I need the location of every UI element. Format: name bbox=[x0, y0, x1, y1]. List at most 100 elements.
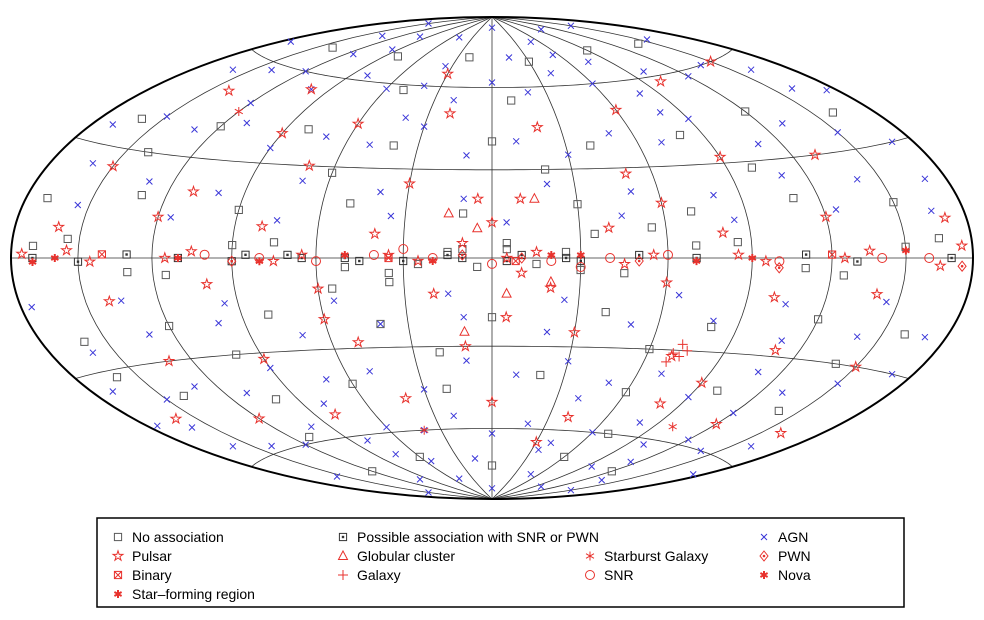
point-pulsar bbox=[808, 148, 822, 161]
point-agn bbox=[778, 389, 786, 396]
point-pulsar bbox=[275, 126, 289, 139]
point-none bbox=[43, 194, 52, 203]
point-agn bbox=[427, 457, 435, 465]
point-agn bbox=[488, 24, 496, 32]
point-agn bbox=[640, 68, 647, 75]
point-pulsar bbox=[200, 277, 214, 290]
point-pulsar bbox=[653, 396, 667, 410]
point-pulsar bbox=[368, 227, 382, 240]
point-sfr bbox=[748, 254, 757, 262]
point-none bbox=[399, 85, 408, 95]
point-agn bbox=[685, 115, 692, 123]
point-pulsar bbox=[441, 67, 455, 80]
point-none bbox=[305, 432, 314, 442]
point-none bbox=[934, 234, 944, 243]
point-none bbox=[304, 125, 313, 134]
point-pulsar bbox=[716, 225, 730, 239]
point-agn bbox=[229, 442, 237, 450]
point-glc bbox=[443, 207, 455, 218]
point-pulsar bbox=[443, 106, 457, 120]
point-galaxy bbox=[682, 345, 693, 356]
point-pulsar bbox=[654, 196, 668, 209]
legend-label-nova: Nova bbox=[778, 567, 811, 583]
point-pulsar bbox=[767, 290, 781, 303]
legend-label-sbg: Starburst Galaxy bbox=[604, 548, 708, 564]
point-binary bbox=[384, 253, 393, 263]
point-agn bbox=[589, 429, 596, 436]
point-agn bbox=[834, 129, 842, 136]
point-pulsar bbox=[647, 248, 661, 261]
point-agn bbox=[463, 357, 470, 364]
point-pulsar bbox=[187, 184, 200, 198]
point-none bbox=[144, 148, 153, 157]
point-none bbox=[232, 350, 241, 359]
point-pulsar bbox=[499, 310, 513, 323]
point-agn bbox=[330, 297, 338, 305]
point-none bbox=[346, 199, 355, 208]
point-agn bbox=[564, 151, 572, 159]
point-pulsar bbox=[609, 103, 623, 116]
point-agn bbox=[266, 364, 274, 372]
point-agn bbox=[921, 333, 929, 341]
point-pulsar bbox=[933, 259, 947, 272]
point-sbg bbox=[419, 425, 429, 435]
point-pulsar bbox=[849, 360, 863, 373]
legend-label-none: No association bbox=[132, 529, 224, 545]
point-pulsar bbox=[471, 192, 485, 205]
point-snrpwn bbox=[853, 257, 862, 266]
point-none bbox=[487, 461, 497, 470]
point-galaxy bbox=[668, 348, 679, 359]
point-agn bbox=[527, 470, 535, 478]
point-none bbox=[590, 229, 599, 238]
point-agn bbox=[729, 409, 737, 417]
point-snr bbox=[663, 249, 673, 260]
legend-marker-none bbox=[113, 532, 123, 542]
point-agn bbox=[450, 96, 458, 104]
point-agn bbox=[420, 386, 428, 393]
point-none bbox=[137, 191, 146, 200]
point-none bbox=[165, 321, 174, 331]
point-none bbox=[900, 330, 909, 339]
point-none bbox=[586, 141, 595, 150]
point-agn bbox=[697, 447, 705, 455]
point-pulsar bbox=[529, 435, 543, 448]
point-agn bbox=[167, 214, 175, 221]
point-none bbox=[80, 337, 89, 346]
point-none bbox=[741, 107, 750, 116]
point-agn bbox=[512, 371, 520, 379]
point-pulsar bbox=[500, 251, 514, 264]
point-sbg bbox=[234, 107, 244, 116]
point-agn bbox=[146, 178, 153, 185]
point-pulsar bbox=[255, 219, 269, 232]
point-agn bbox=[588, 463, 596, 470]
point-agn bbox=[643, 36, 651, 43]
point-agn bbox=[636, 419, 644, 426]
point-snr bbox=[605, 253, 616, 263]
point-none bbox=[647, 223, 656, 232]
point-sfr bbox=[340, 251, 349, 259]
point-snr bbox=[368, 250, 379, 260]
point-none bbox=[813, 315, 823, 324]
point-agn bbox=[627, 188, 635, 195]
point-agn bbox=[589, 80, 596, 87]
point-agn bbox=[547, 69, 555, 77]
point-agn bbox=[535, 446, 542, 454]
point-agn bbox=[322, 376, 330, 383]
point-none bbox=[393, 52, 402, 61]
point-pulsar bbox=[759, 254, 773, 267]
legend-marker-nova bbox=[759, 571, 769, 579]
point-none bbox=[828, 108, 838, 117]
point-agn bbox=[567, 486, 575, 494]
point-agn bbox=[299, 177, 306, 185]
point-agn bbox=[675, 291, 683, 299]
point-agn bbox=[524, 88, 532, 96]
point-agn bbox=[416, 476, 424, 483]
point-pulsar bbox=[427, 287, 441, 300]
point-none bbox=[620, 269, 629, 278]
legend-marker-agn bbox=[760, 533, 768, 541]
point-nova bbox=[547, 251, 556, 259]
point-pulsar bbox=[102, 294, 116, 307]
point-snrpwn bbox=[947, 253, 956, 263]
point-none bbox=[442, 384, 451, 393]
point-agn bbox=[153, 422, 161, 430]
